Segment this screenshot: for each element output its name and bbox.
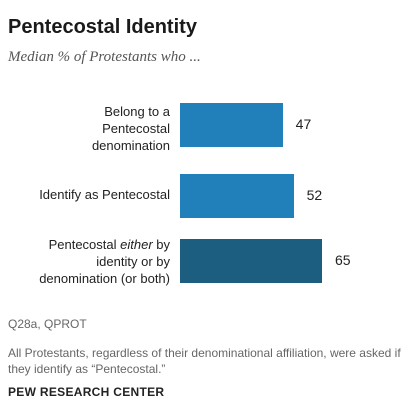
brand-label: PEW RESEARCH CENTER bbox=[8, 385, 165, 399]
category-label-1: Belong to a Pentecostal denomination bbox=[91, 104, 170, 153]
category-label-3: Pentecostal either by identity or by denom… bbox=[39, 237, 170, 286]
source-note: Q28a, QPROT bbox=[8, 317, 87, 331]
bar-1 bbox=[180, 103, 283, 147]
category-label-2: Identify as Pentecostal bbox=[39, 187, 170, 202]
value-label-3: 65 bbox=[335, 252, 351, 268]
bar-2 bbox=[180, 174, 294, 218]
chart-title: Pentecostal Identity bbox=[8, 16, 197, 38]
value-label-2: 52 bbox=[306, 187, 323, 203]
value-label-1: 47 bbox=[295, 116, 312, 132]
chart-subtitle: Median % of Protestants who ... bbox=[8, 49, 201, 65]
bar-3 bbox=[180, 239, 322, 283]
footnote: All Protestants, regardless of their den… bbox=[8, 346, 401, 376]
